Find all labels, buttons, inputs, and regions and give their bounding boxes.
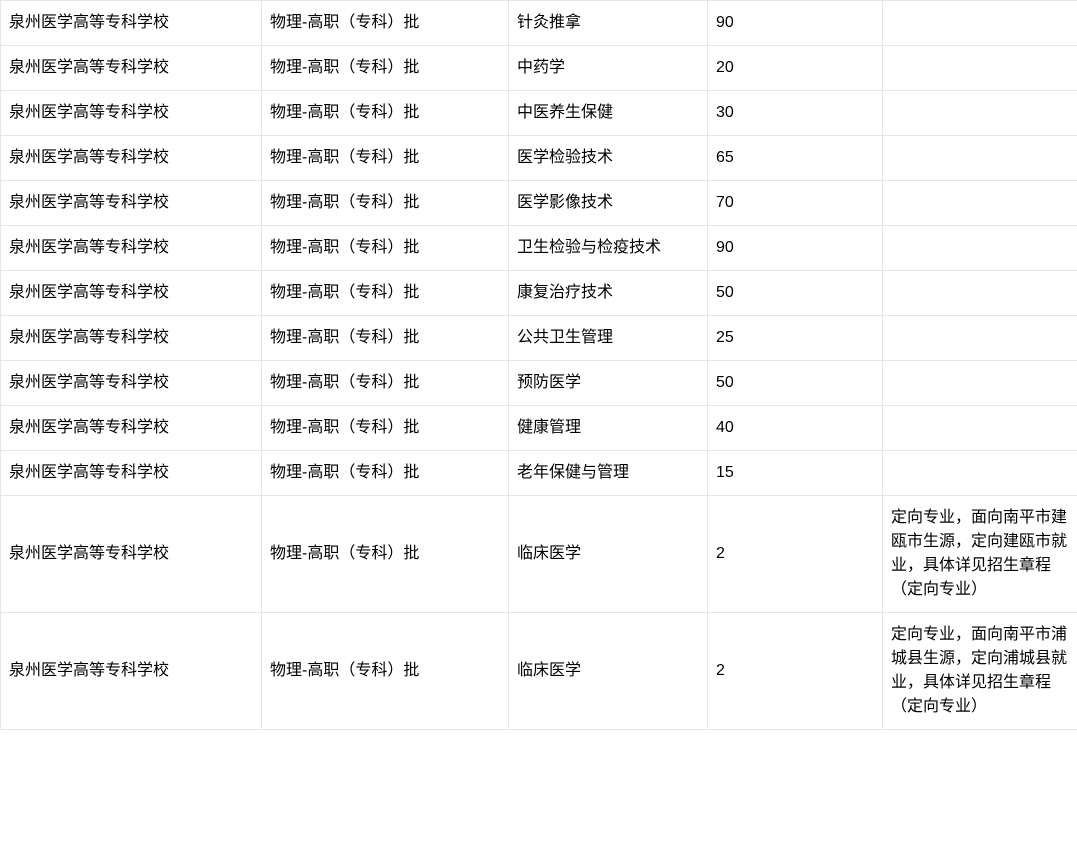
count-cell: 2 bbox=[708, 613, 883, 730]
major-cell: 临床医学 bbox=[509, 496, 708, 613]
school-cell: 泉州医学高等专科学校 bbox=[1, 1, 262, 46]
batch-cell: 物理-高职（专科）批 bbox=[262, 406, 509, 451]
major-cell: 健康管理 bbox=[509, 406, 708, 451]
major-cell: 老年保健与管理 bbox=[509, 451, 708, 496]
batch-cell: 物理-高职（专科）批 bbox=[262, 46, 509, 91]
major-cell: 医学检验技术 bbox=[509, 136, 708, 181]
school-cell: 泉州医学高等专科学校 bbox=[1, 406, 262, 451]
table-row: 泉州医学高等专科学校物理-高职（专科）批公共卫生管理25 bbox=[1, 316, 1077, 361]
table-row: 泉州医学高等专科学校物理-高职（专科）批康复治疗技术50 bbox=[1, 271, 1077, 316]
school-cell: 泉州医学高等专科学校 bbox=[1, 316, 262, 361]
table-row: 泉州医学高等专科学校物理-高职（专科）批卫生检验与检疫技术90 bbox=[1, 226, 1077, 271]
school-cell: 泉州医学高等专科学校 bbox=[1, 613, 262, 730]
batch-cell: 物理-高职（专科）批 bbox=[262, 271, 509, 316]
school-cell: 泉州医学高等专科学校 bbox=[1, 226, 262, 271]
note-cell bbox=[883, 271, 1077, 316]
note-cell bbox=[883, 181, 1077, 226]
count-cell: 65 bbox=[708, 136, 883, 181]
batch-cell: 物理-高职（专科）批 bbox=[262, 613, 509, 730]
major-cell: 康复治疗技术 bbox=[509, 271, 708, 316]
table-row: 泉州医学高等专科学校物理-高职（专科）批医学影像技术70 bbox=[1, 181, 1077, 226]
note-cell bbox=[883, 91, 1077, 136]
table-row: 泉州医学高等专科学校物理-高职（专科）批老年保健与管理15 bbox=[1, 451, 1077, 496]
batch-cell: 物理-高职（专科）批 bbox=[262, 451, 509, 496]
batch-cell: 物理-高职（专科）批 bbox=[262, 91, 509, 136]
batch-cell: 物理-高职（专科）批 bbox=[262, 496, 509, 613]
major-cell: 针灸推拿 bbox=[509, 1, 708, 46]
major-cell: 中药学 bbox=[509, 46, 708, 91]
note-cell bbox=[883, 316, 1077, 361]
count-cell: 40 bbox=[708, 406, 883, 451]
major-cell: 中医养生保健 bbox=[509, 91, 708, 136]
table-row: 泉州医学高等专科学校物理-高职（专科）批中医养生保健30 bbox=[1, 91, 1077, 136]
count-cell: 90 bbox=[708, 1, 883, 46]
major-cell: 预防医学 bbox=[509, 361, 708, 406]
table-row: 泉州医学高等专科学校物理-高职（专科）批临床医学2定向专业，面向南平市建瓯市生源… bbox=[1, 496, 1077, 613]
table-row: 泉州医学高等专科学校物理-高职（专科）批预防医学50 bbox=[1, 361, 1077, 406]
major-cell: 卫生检验与检疫技术 bbox=[509, 226, 708, 271]
school-cell: 泉州医学高等专科学校 bbox=[1, 46, 262, 91]
table-row: 泉州医学高等专科学校物理-高职（专科）批临床医学2定向专业，面向南平市浦城县生源… bbox=[1, 613, 1077, 730]
school-cell: 泉州医学高等专科学校 bbox=[1, 496, 262, 613]
table-body: 泉州医学高等专科学校物理-高职（专科）批针灸推拿90泉州医学高等专科学校物理-高… bbox=[1, 1, 1077, 730]
table-row: 泉州医学高等专科学校物理-高职（专科）批中药学20 bbox=[1, 46, 1077, 91]
school-cell: 泉州医学高等专科学校 bbox=[1, 181, 262, 226]
admissions-table: 泉州医学高等专科学校物理-高职（专科）批针灸推拿90泉州医学高等专科学校物理-高… bbox=[0, 0, 1077, 730]
school-cell: 泉州医学高等专科学校 bbox=[1, 361, 262, 406]
school-cell: 泉州医学高等专科学校 bbox=[1, 451, 262, 496]
note-cell bbox=[883, 451, 1077, 496]
note-cell bbox=[883, 226, 1077, 271]
school-cell: 泉州医学高等专科学校 bbox=[1, 91, 262, 136]
count-cell: 50 bbox=[708, 271, 883, 316]
count-cell: 25 bbox=[708, 316, 883, 361]
batch-cell: 物理-高职（专科）批 bbox=[262, 361, 509, 406]
note-cell bbox=[883, 46, 1077, 91]
batch-cell: 物理-高职（专科）批 bbox=[262, 181, 509, 226]
batch-cell: 物理-高职（专科）批 bbox=[262, 226, 509, 271]
note-cell: 定向专业，面向南平市建瓯市生源，定向建瓯市就业，具体详见招生章程（定向专业） bbox=[883, 496, 1077, 613]
note-cell bbox=[883, 136, 1077, 181]
school-cell: 泉州医学高等专科学校 bbox=[1, 136, 262, 181]
note-cell bbox=[883, 361, 1077, 406]
count-cell: 2 bbox=[708, 496, 883, 613]
note-cell bbox=[883, 406, 1077, 451]
note-cell: 定向专业，面向南平市浦城县生源，定向浦城县就业，具体详见招生章程（定向专业） bbox=[883, 613, 1077, 730]
count-cell: 50 bbox=[708, 361, 883, 406]
major-cell: 公共卫生管理 bbox=[509, 316, 708, 361]
table-row: 泉州医学高等专科学校物理-高职（专科）批健康管理40 bbox=[1, 406, 1077, 451]
table-row: 泉州医学高等专科学校物理-高职（专科）批针灸推拿90 bbox=[1, 1, 1077, 46]
note-cell bbox=[883, 1, 1077, 46]
major-cell: 临床医学 bbox=[509, 613, 708, 730]
count-cell: 15 bbox=[708, 451, 883, 496]
major-cell: 医学影像技术 bbox=[509, 181, 708, 226]
school-cell: 泉州医学高等专科学校 bbox=[1, 271, 262, 316]
batch-cell: 物理-高职（专科）批 bbox=[262, 316, 509, 361]
batch-cell: 物理-高职（专科）批 bbox=[262, 136, 509, 181]
count-cell: 30 bbox=[708, 91, 883, 136]
count-cell: 70 bbox=[708, 181, 883, 226]
count-cell: 90 bbox=[708, 226, 883, 271]
table-row: 泉州医学高等专科学校物理-高职（专科）批医学检验技术65 bbox=[1, 136, 1077, 181]
batch-cell: 物理-高职（专科）批 bbox=[262, 1, 509, 46]
count-cell: 20 bbox=[708, 46, 883, 91]
